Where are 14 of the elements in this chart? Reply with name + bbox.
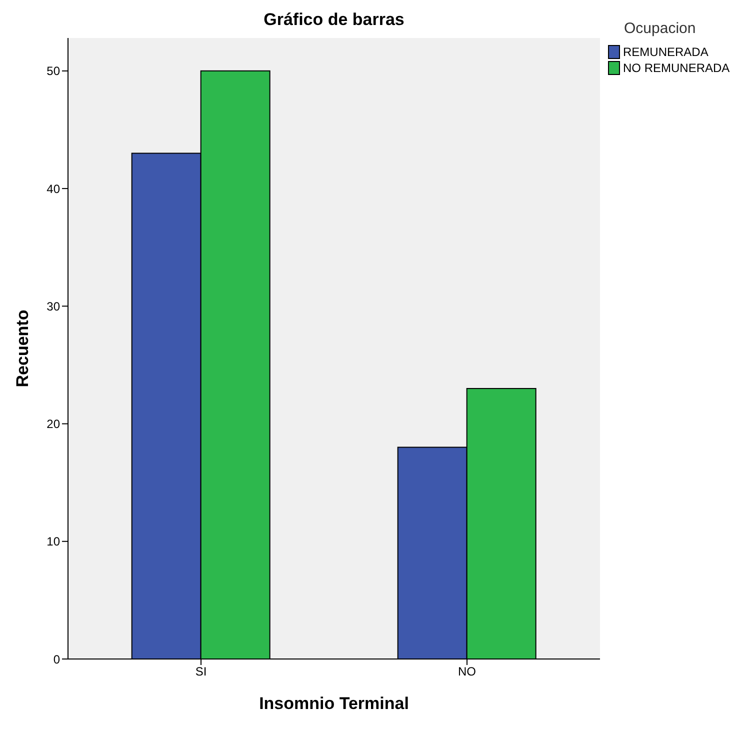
legend-title: Ocupacion — [624, 20, 697, 37]
y-tick-label: 0 — [53, 652, 60, 666]
x-tick-label: SI — [195, 664, 207, 679]
legend-label: REMUNERADA — [623, 45, 708, 59]
x-axis-title: Insomnio Terminal — [259, 694, 409, 713]
y-axis-title: Recuento — [13, 310, 32, 388]
y-tick-label: 40 — [46, 182, 60, 196]
x-tick-label: NO — [458, 664, 476, 679]
y-tick-label: 20 — [46, 417, 60, 432]
legend-label: NO REMUNERADA — [623, 61, 730, 75]
y-tick-label: 10 — [46, 534, 60, 549]
y-tick-label: 50 — [46, 64, 60, 78]
y-tick-label: 30 — [46, 299, 60, 314]
chart-title: Gráfico de barras — [262, 10, 406, 30]
